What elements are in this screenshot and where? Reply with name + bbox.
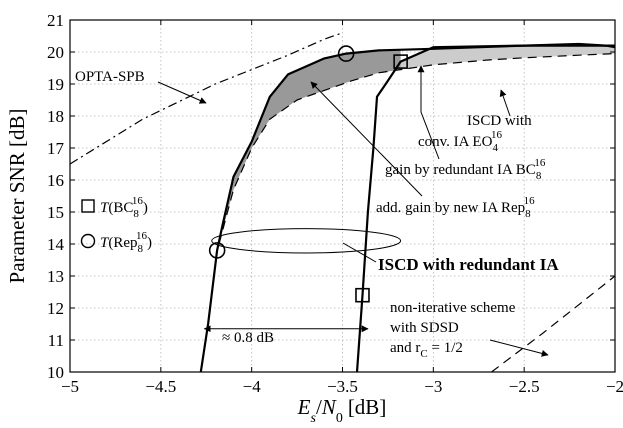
legend-square-symbol [81, 199, 95, 213]
x-tick-label: −4 [243, 377, 262, 396]
iscd-redundant-arrow [342, 242, 377, 263]
shade-gain-new-ia [400, 45, 615, 70]
noniter-line3: and rC = 1/2 [390, 340, 463, 360]
marker-circle [208, 242, 226, 259]
marker-square [355, 287, 370, 303]
gap-label: ≈ 0.8 dB [222, 330, 274, 346]
markers [208, 45, 408, 303]
conv-label-line1: ISCD with [467, 113, 532, 129]
decorations [203, 228, 402, 333]
y-tick-label: 14 [47, 235, 65, 254]
x-axis-label: Es/N0 [dB] [297, 395, 387, 426]
legend-circle-label: T(Rep816) [100, 230, 152, 255]
conv-arrow [499, 89, 511, 117]
annotation-add-gain: add. gain by new IA Rep816 [310, 81, 535, 220]
x-tick-label: −4.5 [145, 377, 176, 396]
y-axis-label: Parameter SNR [dB] [5, 109, 29, 284]
y-tick-label: 20 [47, 43, 64, 62]
y-tick-label: 18 [47, 107, 64, 126]
shade-gain-redundant-ia [217, 49, 401, 251]
x-tick-label: −2 [606, 377, 623, 396]
series-conv [218, 53, 616, 245]
add-gain-arrow [310, 81, 423, 197]
x-tick-label: −2.5 [509, 377, 540, 396]
annotation-conv: ISCD with conv. IA EO416 [418, 89, 532, 154]
gain-redundant-label: gain by redundant IA BC816 [385, 157, 546, 182]
y-tick-label: 19 [47, 75, 64, 94]
shaded-gain-regions [217, 45, 615, 251]
annotation-gain-redundant: gain by redundant IA BC816 [385, 65, 546, 182]
annotation-non-iterative: non-iterative scheme with SDSD and rC = … [390, 300, 549, 360]
series-rep [199, 42, 616, 373]
add-gain-label: add. gain by new IA Rep816 [376, 195, 535, 220]
marker-square [393, 54, 408, 69]
noniter-line2: with SDSD [390, 320, 459, 336]
y-tick-label: 11 [48, 331, 64, 350]
noniter-line1: non-iterative scheme [390, 300, 516, 316]
marker-circle [337, 45, 355, 62]
legend: T(BC816) T(Rep816) [80, 195, 152, 255]
y-tick-label: 10 [47, 363, 64, 382]
conv-label-line2: conv. IA EO416 [418, 129, 502, 154]
x-tick-label: −3.5 [327, 377, 358, 396]
ellipse-annotation [211, 228, 402, 254]
y-tick-label: 21 [47, 11, 64, 30]
noniter-arrow [489, 339, 549, 357]
y-tick-label: 12 [47, 299, 64, 318]
y-tick-label: 13 [47, 267, 64, 286]
legend-circle-symbol [80, 233, 96, 249]
series-opta [69, 32, 343, 165]
opta-label: OPTA-SPB [75, 69, 145, 85]
y-tick-label: 17 [47, 139, 65, 158]
ticks: −5 −4.5 −4 −3.5 −3 −2.5 −2 10 11 12 13 14 15 16 17 18 19… [47, 11, 623, 396]
series-noniter [491, 275, 616, 373]
iscd-redundant-label: ISCD with redundant IA [378, 255, 559, 274]
curves [69, 32, 616, 373]
legend-square-label: T(BC816) [100, 195, 148, 220]
gain-redundant-arrow [417, 65, 440, 160]
x-tick-label: −5 [61, 377, 79, 396]
annotation-opta: OPTA-SPB [75, 69, 207, 104]
opta-arrow [157, 81, 207, 104]
x-tick-label: −3 [424, 377, 442, 396]
y-tick-label: 16 [47, 171, 64, 190]
y-tick-label: 15 [47, 203, 64, 222]
